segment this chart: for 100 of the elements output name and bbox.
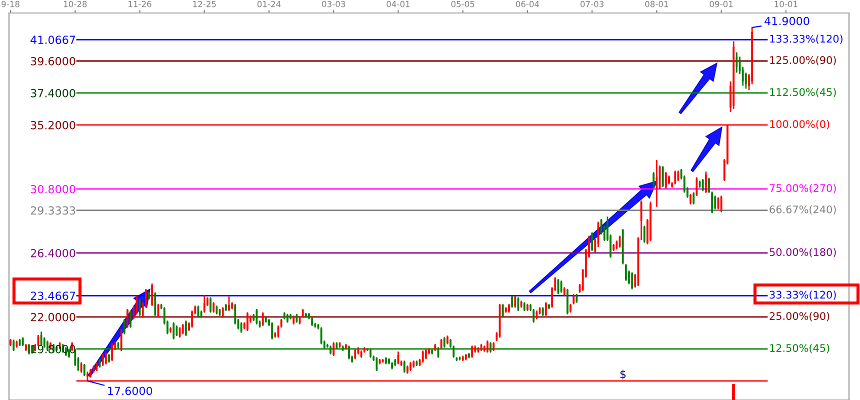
- candlestick: [366, 348, 368, 352]
- y-tick-label: 29.3333: [30, 206, 76, 215]
- candlestick: [403, 360, 406, 374]
- candlestick: [228, 296, 230, 312]
- candlestick: [650, 200, 652, 242]
- candlestick: [12, 338, 15, 352]
- candlestick: [80, 362, 82, 374]
- candlestick: [111, 342, 114, 362]
- candlestick: [354, 348, 356, 360]
- x-tick-label: 08-01: [645, 0, 668, 8]
- candlestick: [570, 303, 572, 314]
- candlestick: [148, 292, 150, 300]
- candlestick: [262, 312, 264, 327]
- ref-line-label: 100.00%(0): [770, 120, 830, 130]
- y-tick-label: 26.4000: [30, 248, 76, 258]
- y-tick-label: 37.4000: [30, 88, 76, 98]
- candlestick: [210, 296, 212, 314]
- candlestick: [108, 353, 110, 364]
- candlestick: [410, 361, 412, 372]
- candlestick: [446, 334, 448, 345]
- candlestick: [591, 232, 594, 252]
- candlestick: [508, 303, 510, 314]
- candlestick: [511, 294, 514, 308]
- candlestick: [191, 310, 194, 328]
- candlestick: [674, 170, 676, 186]
- ref-line-label: 75.00%(270): [770, 184, 836, 194]
- candlestick: [692, 192, 695, 206]
- candlestick: [652, 172, 655, 188]
- candlestick: [406, 364, 408, 374]
- ref-line-label: 112.50%(45): [770, 88, 836, 98]
- candlestick: [90, 368, 92, 378]
- x-tick-label: 01-24: [257, 0, 281, 8]
- candlestick: [424, 348, 427, 360]
- candlestick: [182, 323, 184, 335]
- candlestick: [656, 159, 658, 208]
- candlestick: [83, 363, 86, 377]
- candlestick: [28, 343, 30, 356]
- candlestick: [290, 313, 292, 320]
- candlestick: [120, 328, 122, 352]
- ref-line-label: 66.67%(240): [770, 205, 836, 215]
- candlestick: [422, 350, 424, 364]
- x-tick-label: 04-01: [386, 0, 410, 8]
- candlestick: [720, 194, 722, 213]
- candlestick: [86, 370, 88, 382]
- y-tick-label: 22.0000: [30, 312, 76, 322]
- candlestick: [471, 344, 474, 358]
- candlestick: [514, 294, 516, 308]
- candlestick: [548, 303, 550, 310]
- candlestick: [690, 193, 692, 206]
- x-tick-label: 12-25: [193, 0, 216, 8]
- candlestick: [696, 176, 698, 197]
- candlestick: [271, 322, 274, 340]
- x-tick-label: 10-28: [64, 0, 87, 8]
- candlestick: [714, 194, 716, 210]
- candlestick: [643, 225, 646, 244]
- y-tick-label: 30.8000: [30, 184, 76, 194]
- x-tick-label: 07-03: [580, 0, 604, 8]
- annotation: 17.6000: [108, 386, 152, 396]
- candlestick: [631, 272, 634, 290]
- x-tick-label: 05-05: [451, 0, 474, 8]
- candlestick: [320, 326, 322, 345]
- candlestick: [572, 293, 575, 305]
- ref-line-label: 33.33%(120): [770, 290, 836, 300]
- candlestick: [468, 352, 470, 359]
- x-tick-label: 9-18: [2, 0, 20, 8]
- candlestick: [176, 324, 178, 337]
- candlestick: [246, 312, 248, 332]
- y-tick-label: 35.2000: [30, 120, 76, 130]
- candlestick: [544, 302, 547, 317]
- candlestick: [662, 165, 664, 188]
- x-tick-label: 09-01: [710, 0, 733, 8]
- candlestick: [154, 292, 156, 317]
- candlestick: [702, 178, 704, 192]
- x-tick-label: 03-03: [322, 0, 346, 8]
- candlestick: [566, 288, 568, 316]
- ref-line-label: 25.00%(90): [770, 312, 830, 322]
- candlestick: [502, 303, 504, 318]
- candlestick: [440, 338, 442, 350]
- annotation: 41.9000: [764, 16, 810, 26]
- candlestick: [526, 303, 528, 312]
- ref-line-label: 12.50%(45): [770, 344, 830, 354]
- candlestick: [234, 303, 236, 326]
- candlestick: [10, 338, 12, 347]
- candlestick: [532, 308, 535, 324]
- candlestick: [664, 171, 667, 190]
- candlestick: [130, 310, 132, 328]
- candlestick: [126, 308, 128, 328]
- candlestick: [102, 353, 104, 367]
- ref-line-label: 125.00%(90): [770, 56, 836, 66]
- candlestick: [486, 340, 488, 354]
- candlestick: [172, 322, 175, 340]
- y-tick-label: 41.0667: [30, 36, 76, 44]
- ref-line-label: 133.33%(120): [770, 34, 842, 44]
- candlestick: [376, 356, 378, 372]
- candlestick: [704, 170, 707, 194]
- candlestick: [123, 318, 126, 335]
- candlestick: [668, 174, 670, 186]
- candlestick: [256, 308, 258, 326]
- y-tick-label: 39.6000: [30, 56, 76, 66]
- candlestick: [184, 320, 187, 337]
